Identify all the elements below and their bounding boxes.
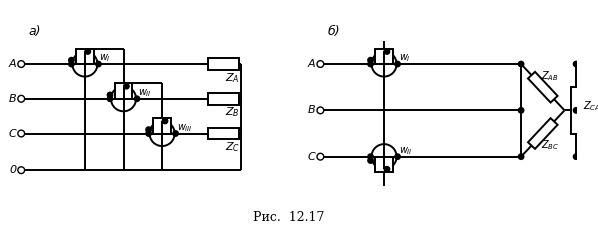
Circle shape [72,52,97,77]
Circle shape [395,154,400,159]
Text: $Z_{AB}$: $Z_{AB}$ [541,69,559,83]
Text: $Z_C$: $Z_C$ [225,140,240,154]
Text: $Z_{BC}$: $Z_{BC}$ [541,138,559,152]
Circle shape [573,154,579,159]
Circle shape [317,153,324,160]
Bar [570,87,581,133]
Text: B: B [9,94,16,104]
Bar [376,48,393,64]
Circle shape [368,158,373,163]
Circle shape [146,131,151,136]
Circle shape [111,86,136,111]
Text: $w_I$: $w_I$ [398,52,410,64]
Bar [376,157,393,172]
Text: A: A [9,59,16,69]
Text: A: A [308,59,316,69]
Bar [209,128,239,139]
Bar [209,58,239,70]
Text: а): а) [29,25,41,38]
Text: B: B [308,105,316,115]
Text: $Z_{CA}$: $Z_{CA}$ [583,100,598,113]
Circle shape [518,61,524,67]
Circle shape [18,95,25,102]
Text: $w_{II}$: $w_{II}$ [138,87,152,99]
Bar [76,48,94,64]
Circle shape [18,61,25,67]
Circle shape [124,84,129,89]
Circle shape [150,121,175,146]
Circle shape [368,61,373,67]
Bar [209,93,239,105]
Text: $w_{II}$: $w_{II}$ [398,145,413,157]
Text: Рис.  12.17: Рис. 12.17 [253,211,324,224]
Circle shape [368,57,373,63]
Bar [115,83,132,99]
Circle shape [317,61,324,67]
Bar [154,118,171,133]
Circle shape [395,61,400,67]
Circle shape [107,92,112,98]
Circle shape [385,49,390,54]
Circle shape [573,61,579,67]
Circle shape [135,96,140,102]
Bar [528,118,557,149]
Circle shape [18,130,25,137]
Circle shape [69,61,74,67]
Circle shape [146,127,151,132]
Circle shape [518,154,524,159]
Text: $w_{III}$: $w_{III}$ [176,122,193,134]
Circle shape [173,131,178,136]
Circle shape [371,52,396,77]
Text: б): б) [328,25,341,38]
Circle shape [317,107,324,114]
Text: C: C [8,128,16,138]
Circle shape [107,96,112,102]
Circle shape [18,167,25,174]
Circle shape [573,108,579,113]
Circle shape [371,144,396,169]
Circle shape [85,49,90,54]
Circle shape [162,118,167,124]
Circle shape [368,154,373,159]
Bar [528,72,557,102]
Circle shape [385,167,390,172]
Text: 0: 0 [10,165,16,175]
Text: C: C [308,152,316,162]
Text: $Z_B$: $Z_B$ [225,106,240,119]
Circle shape [69,57,74,63]
Circle shape [518,108,524,113]
Circle shape [96,61,101,67]
Text: $Z_A$: $Z_A$ [225,71,239,84]
Text: $w_I$: $w_I$ [99,52,111,64]
